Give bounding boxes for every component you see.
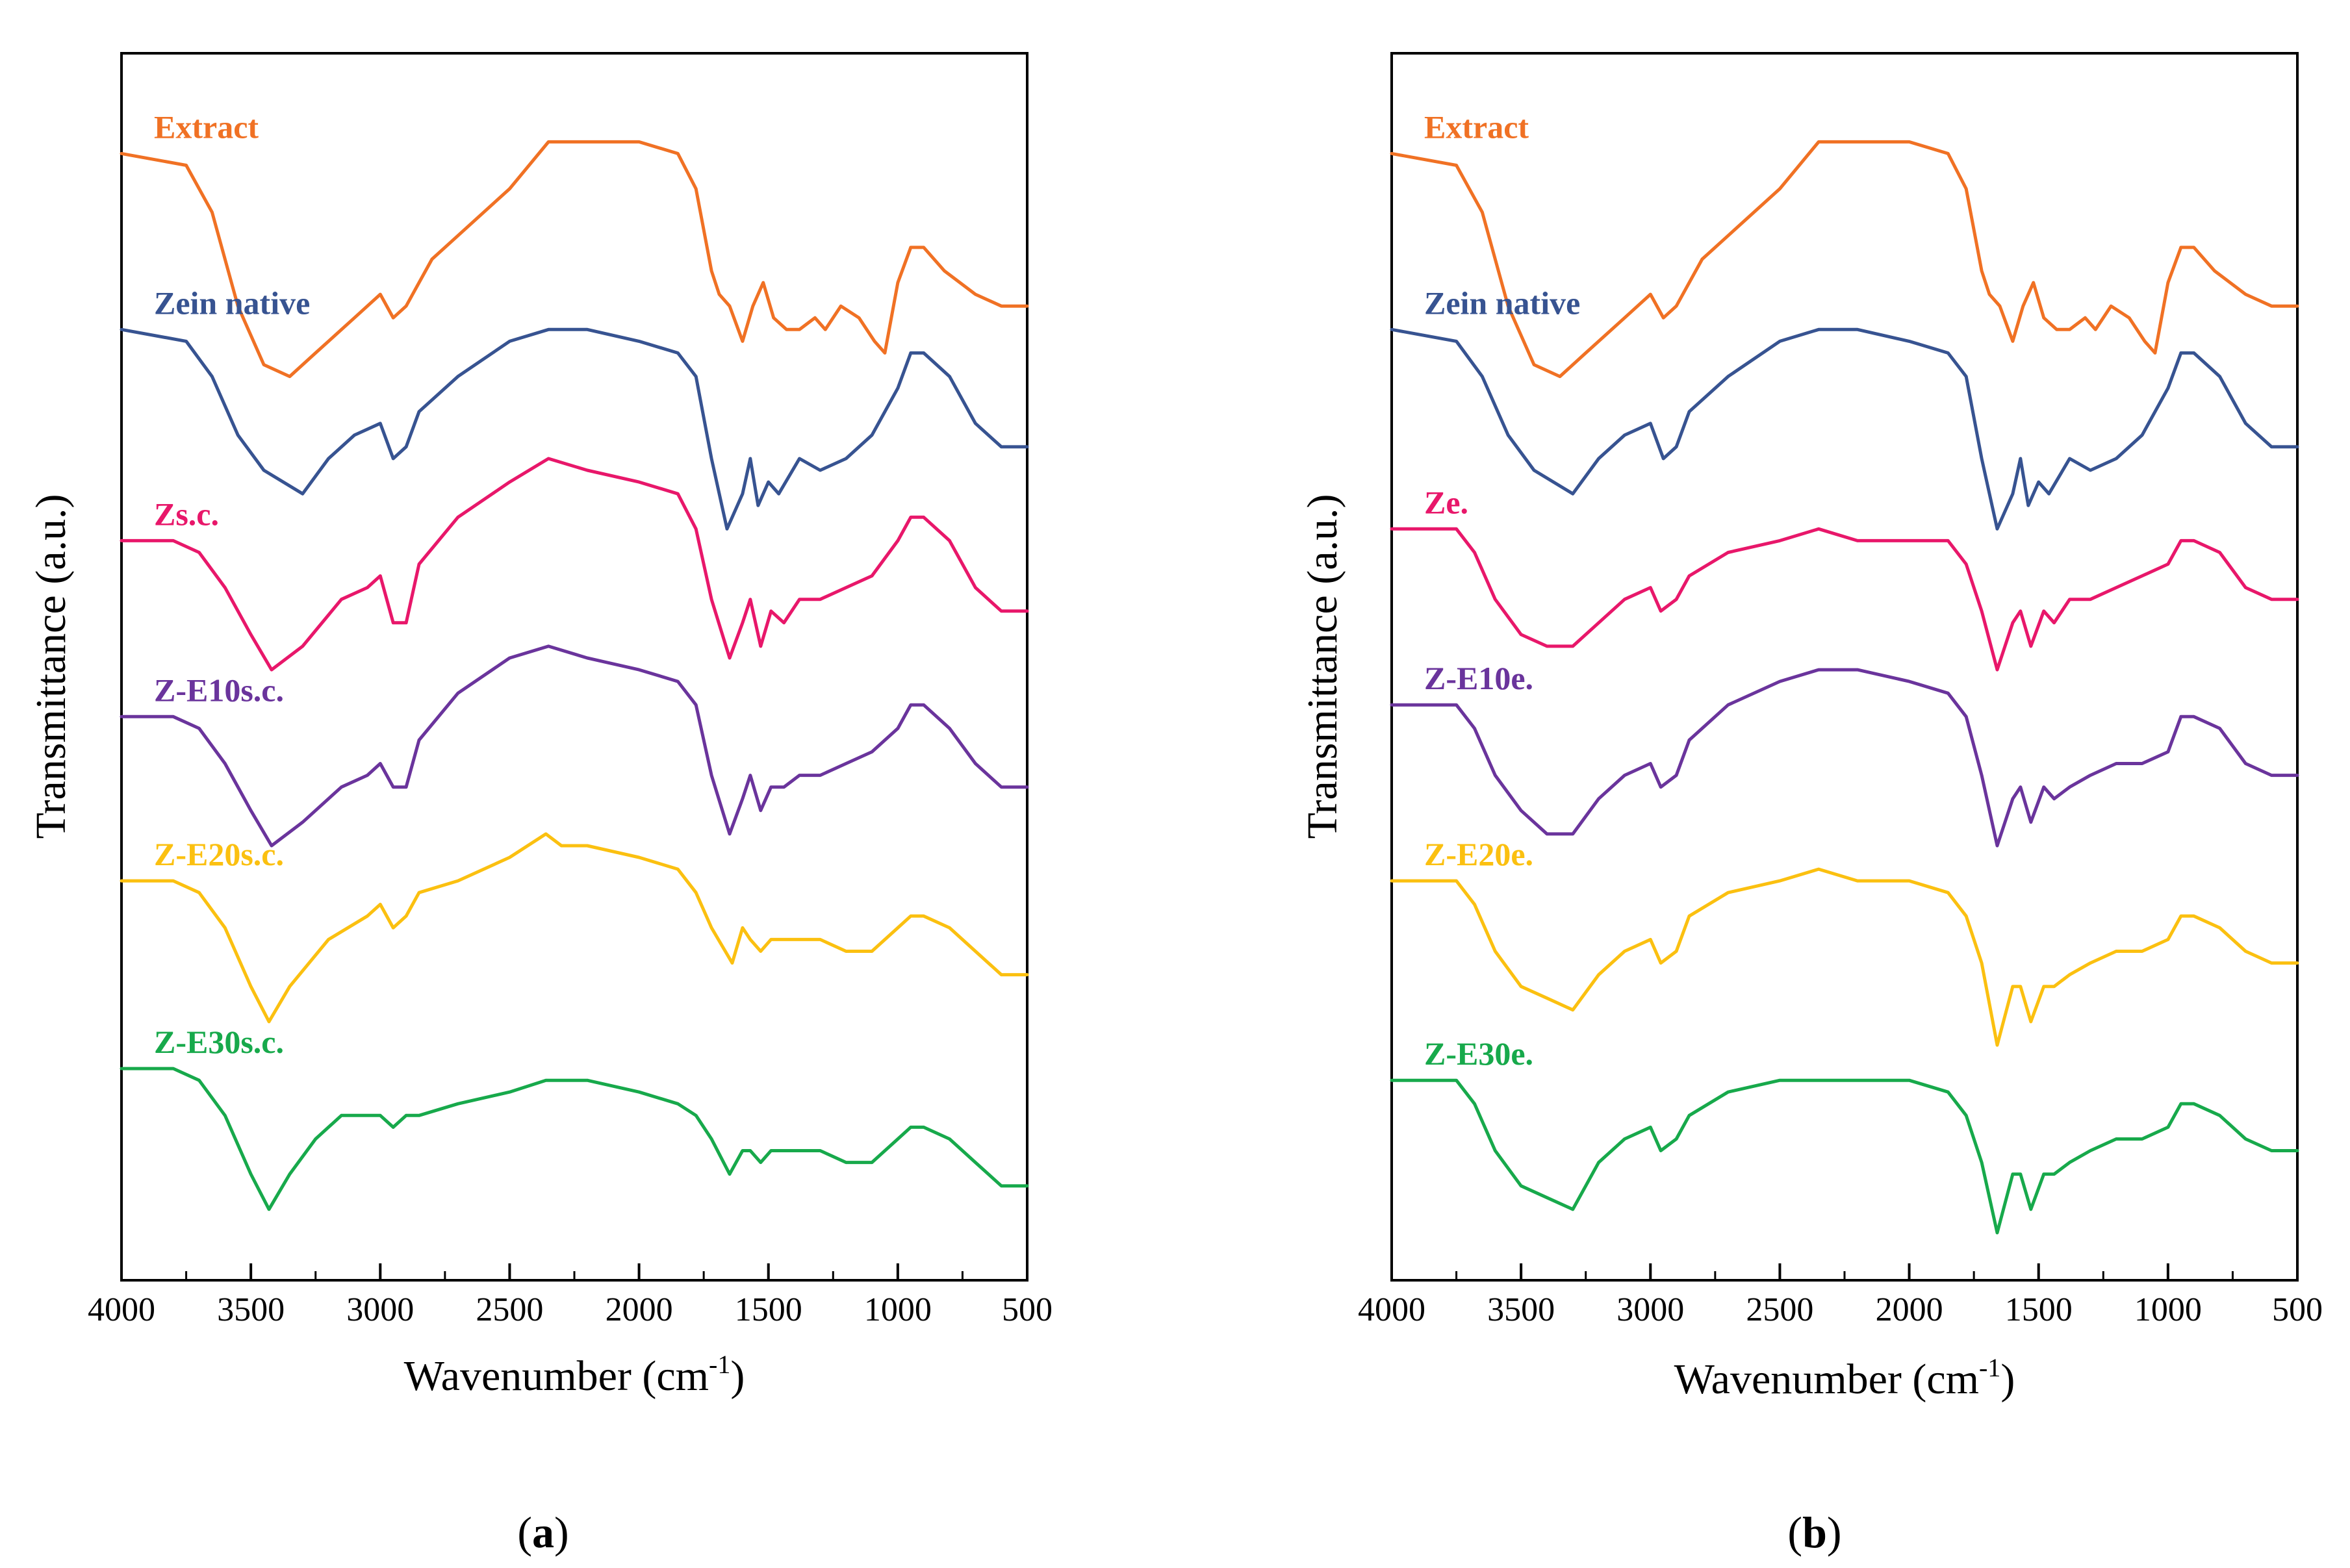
panel-b-series-line-2 <box>1390 527 2299 672</box>
panel-a-series-line-4 <box>120 832 1029 1024</box>
panel-a-x-tick-label-3500: 3500 <box>217 1291 285 1328</box>
panel-b-x-ticks: 4000 3500 3000 2500 2000 1500 1000 500 <box>1358 1263 2323 1328</box>
panel-b-series-label-4: Z-E20e. <box>1424 836 1533 872</box>
panel-b-x-axis-title-close: ) <box>2000 1356 2015 1403</box>
panel-b-series-line-5 <box>1390 1078 2299 1235</box>
panel-a-x-tick-label-1500: 1500 <box>735 1291 802 1328</box>
panel-b-caption: (b) <box>1787 1508 1841 1557</box>
panel-a-curves <box>120 140 1029 1211</box>
panel-a-series-label-0: Extract <box>154 108 259 145</box>
panel-b-x-tick-label-3500: 3500 <box>1487 1291 1555 1328</box>
panel-b-series-label-1: Zein native <box>1424 285 1580 321</box>
panel-b-x-tick-label-1000: 1000 <box>2134 1291 2202 1328</box>
panel-b-series-labels: Extract Zein native Ze. Z-E10e. Z-E20e. Z-E30… <box>1424 108 1580 1072</box>
panel-b-caption-letter: b <box>1802 1508 1827 1557</box>
panel-a-x-tick-label-3000: 3000 <box>346 1291 414 1328</box>
panel-b-x-tick-label-2000: 2000 <box>1876 1291 1943 1328</box>
panel-b-caption-open: ( <box>1787 1508 1802 1557</box>
panel-b-series-label-3: Z-E10e. <box>1424 660 1533 696</box>
panel-a-x-axis-title: Wavenumber (cm-1) <box>404 1350 745 1400</box>
panel-a-x-axis-title-sup: -1 <box>709 1350 730 1379</box>
panel-b-x-tick-label-3000: 3000 <box>1616 1291 1684 1328</box>
panel-a-x-tick-label-1000: 1000 <box>864 1291 932 1328</box>
panel-a-series-label-2: Zs.c. <box>154 496 219 532</box>
panel-b-series-line-0 <box>1390 140 2299 379</box>
panel-a-caption-open: ( <box>517 1508 532 1557</box>
panel-a: 4000 3500 3000 2500 2000 1500 1000 500 Extract Z… <box>27 52 1053 1557</box>
panel-b: 4000 3500 3000 2500 2000 1500 1000 500 Extract Z… <box>1299 52 2323 1557</box>
panel-a-series-label-5: Z-E30s.c. <box>154 1024 284 1060</box>
panel-b-x-tick-label-1500: 1500 <box>2005 1291 2073 1328</box>
panel-b-series-label-0: Extract <box>1424 108 1529 145</box>
panel-b-curves <box>1390 140 2299 1235</box>
panel-b-x-tick-label-500: 500 <box>2272 1291 2323 1328</box>
panel-b-y-axis-title: Transmittance (a.u.) <box>1299 494 1346 839</box>
panel-a-series-label-3: Z-E10s.c. <box>154 672 284 708</box>
panel-b-x-axis-title-main: Wavenumber (cm <box>1674 1356 1979 1403</box>
panel-a-series-line-2 <box>120 457 1029 672</box>
panel-a-x-tick-label-2500: 2500 <box>476 1291 543 1328</box>
panel-a-series-line-1 <box>120 327 1029 531</box>
panel-a-series-line-0 <box>120 140 1029 379</box>
panel-b-series-line-3 <box>1390 668 2299 848</box>
panel-a-series-line-5 <box>120 1067 1029 1211</box>
panel-b-caption-close: ) <box>1827 1508 1842 1557</box>
panel-a-caption: (a) <box>517 1508 568 1557</box>
panel-a-caption-letter: a <box>532 1508 554 1557</box>
panel-a-x-tick-label-2000: 2000 <box>606 1291 673 1328</box>
panel-a-series-label-1: Zein native <box>154 285 310 321</box>
panel-b-x-axis-title: Wavenumber (cm-1) <box>1674 1353 2015 1403</box>
panel-a-series-labels: Extract Zein native Zs.c. Z-E10s.c. Z-E20s.c… <box>154 108 310 1060</box>
panel-a-series-label-4: Z-E20s.c. <box>154 836 284 872</box>
panel-a-x-ticks: 4000 3500 3000 2500 2000 1500 1000 500 <box>88 1263 1053 1328</box>
panel-b-series-label-2: Ze. <box>1424 484 1468 520</box>
panel-a-x-tick-label-500: 500 <box>1002 1291 1053 1328</box>
panel-b-x-tick-label-4000: 4000 <box>1358 1291 1425 1328</box>
panel-a-caption-close: ) <box>554 1508 569 1557</box>
panel-b-series-line-1 <box>1390 327 2299 531</box>
panel-a-plot-frame <box>120 52 1028 1282</box>
panel-b-x-axis-title-sup: -1 <box>1979 1353 2000 1382</box>
panel-a-x-axis-title-main: Wavenumber (cm <box>404 1352 709 1400</box>
panel-a-x-tick-label-4000: 4000 <box>88 1291 155 1328</box>
panel-b-series-line-4 <box>1390 867 2299 1047</box>
panel-b-x-tick-label-2500: 2500 <box>1746 1291 1813 1328</box>
panel-a-x-axis-title-close: ) <box>730 1352 745 1400</box>
panel-a-y-axis-title: Transmittance (a.u.) <box>27 494 75 839</box>
panel-b-series-label-5: Z-E30e. <box>1424 1035 1533 1072</box>
panel-a-series-line-3 <box>120 644 1029 848</box>
